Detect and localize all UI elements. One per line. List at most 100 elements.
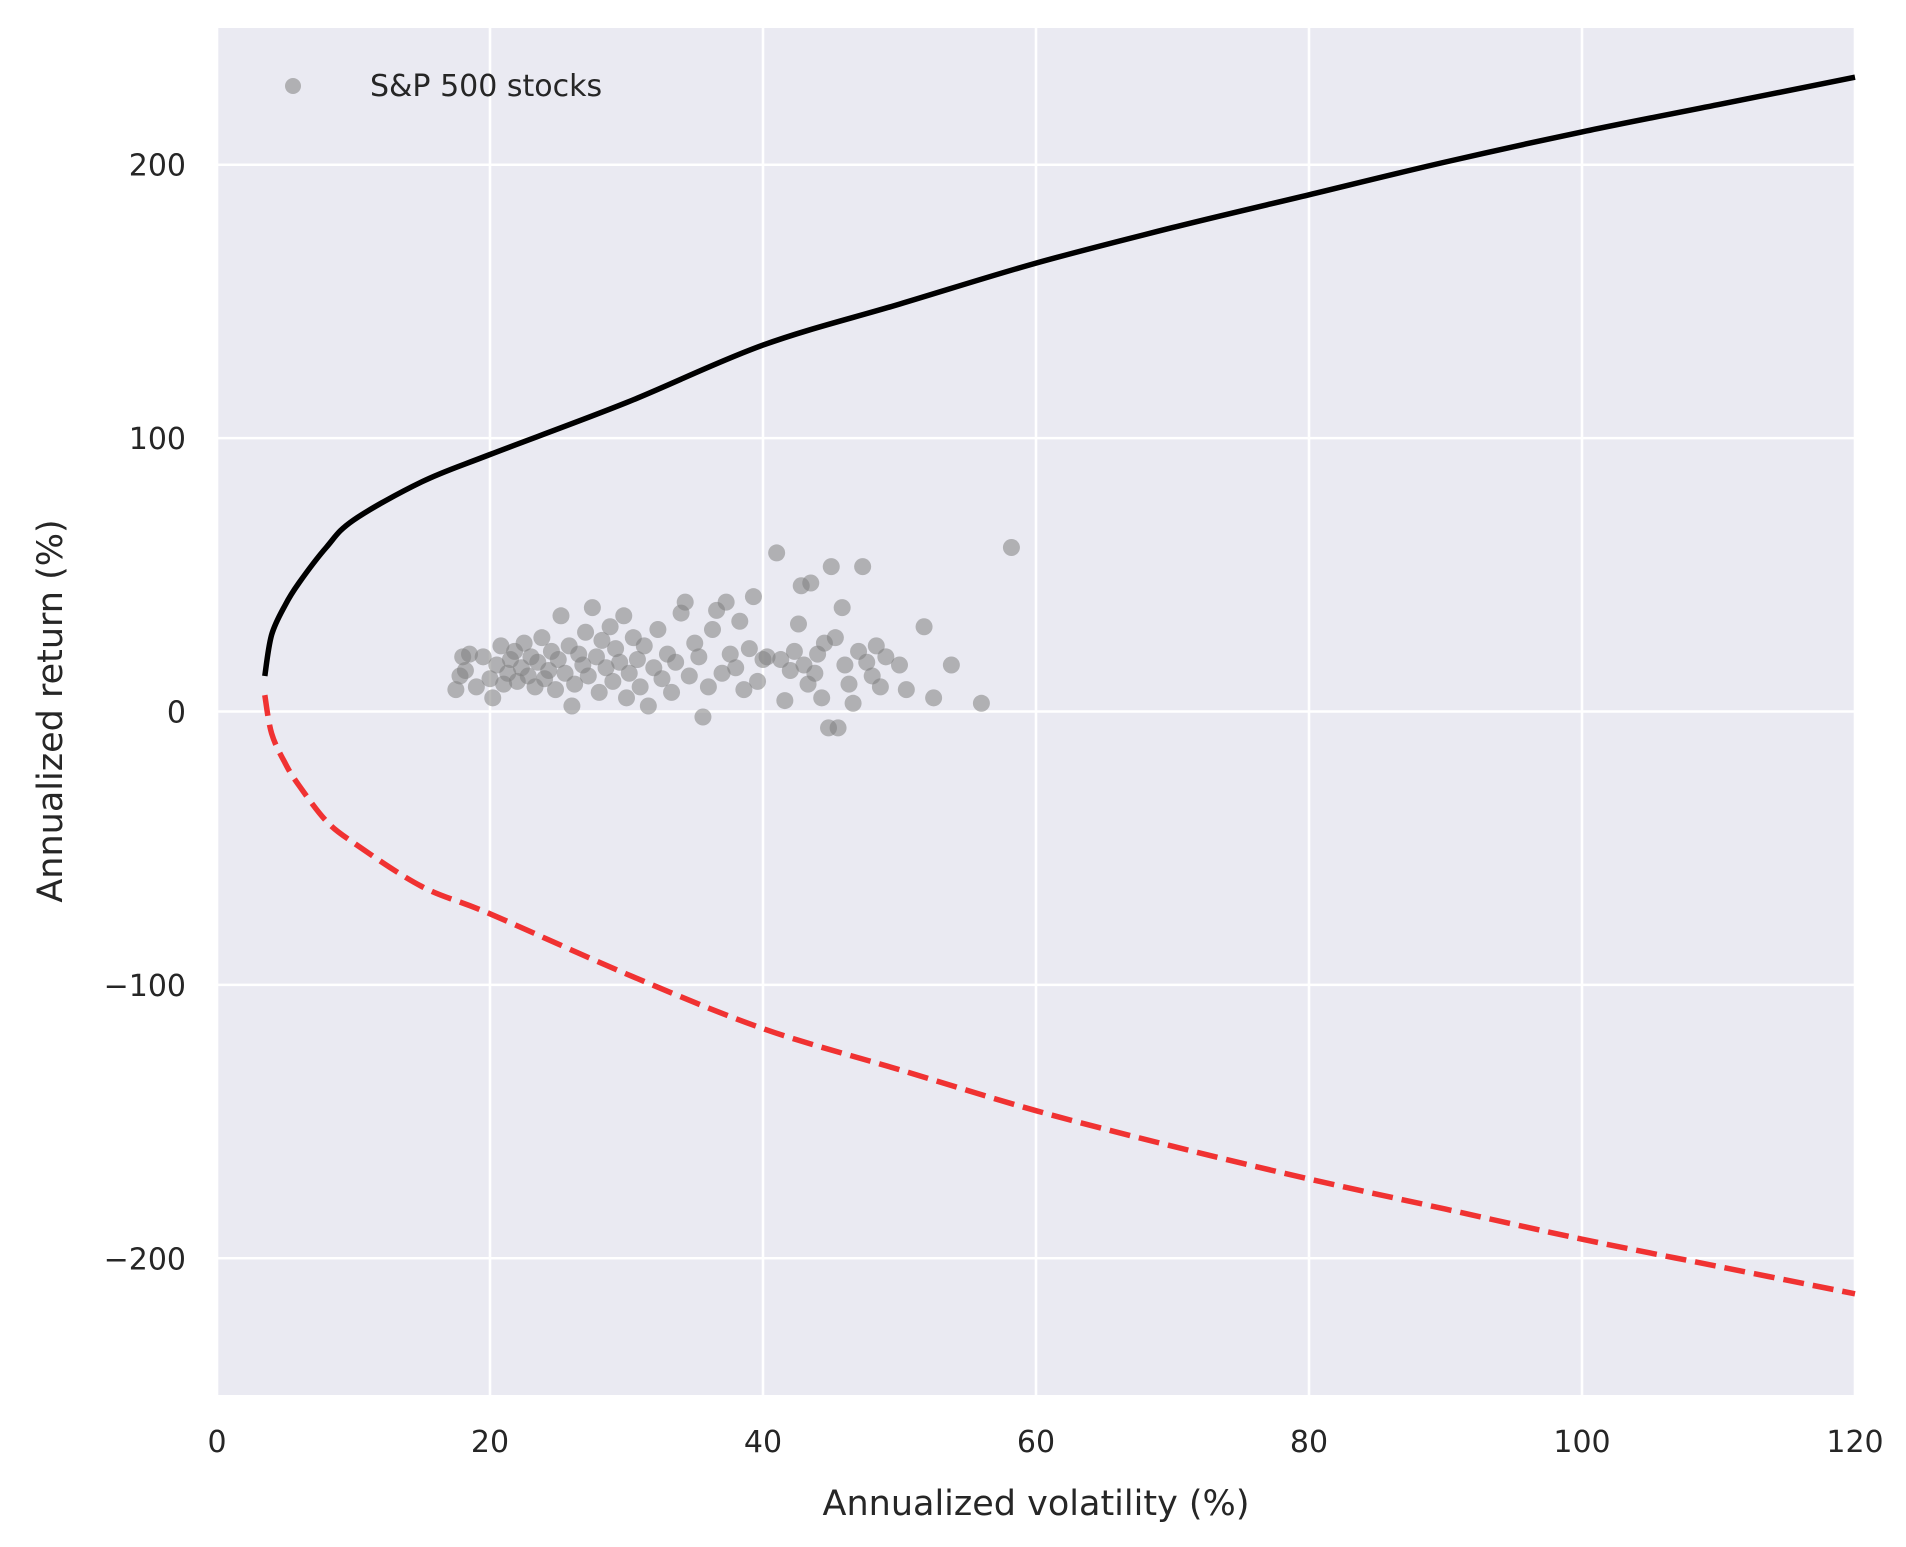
data-point (749, 672, 767, 690)
data-point (713, 664, 731, 682)
x-tick-labels: 0 20 40 60 80 100 120 (207, 1425, 1883, 1460)
data-point (653, 670, 671, 688)
data-point (758, 648, 776, 666)
data-point (858, 653, 876, 671)
frontier-curves (262, 74, 1856, 1297)
data-point (461, 645, 479, 663)
data-point (556, 664, 574, 682)
data-point (456, 661, 474, 679)
data-point (547, 681, 565, 699)
data-point (829, 719, 847, 737)
data-point (813, 689, 831, 707)
data-point (897, 681, 915, 699)
data-point (604, 672, 622, 690)
data-point (744, 588, 762, 606)
data-point (635, 637, 653, 655)
data-point (822, 558, 840, 576)
data-point (563, 697, 581, 715)
x-tick-label: 60 (1017, 1425, 1055, 1460)
data-point (1002, 538, 1020, 556)
data-point (597, 659, 615, 677)
data-point (540, 661, 558, 679)
data-point (785, 642, 803, 660)
x-tick-label: 0 (207, 1425, 226, 1460)
data-point (694, 708, 712, 726)
data-point (703, 620, 721, 638)
data-point (587, 648, 605, 666)
data-point (552, 607, 570, 625)
y-tick-label: 200 (129, 149, 186, 184)
data-point (533, 629, 551, 647)
data-point (844, 694, 862, 712)
data-point (925, 689, 943, 707)
legend-label: S&P 500 stocks (370, 69, 602, 104)
data-point (686, 634, 704, 652)
data-point (972, 694, 990, 712)
data-point (806, 664, 824, 682)
x-tick-label: 80 (1290, 1425, 1328, 1460)
data-point (618, 689, 635, 707)
x-tick-label: 100 (1553, 1425, 1610, 1460)
data-point (649, 620, 667, 638)
data-point (867, 637, 885, 655)
data-point (826, 629, 844, 647)
x-tick-label: 20 (471, 1425, 509, 1460)
data-point (877, 648, 895, 666)
data-point (667, 653, 685, 671)
data-point (631, 678, 649, 696)
legend: S&P 500 stocks (285, 69, 602, 104)
data-point (481, 670, 499, 688)
data-point (727, 659, 745, 677)
data-point (492, 637, 510, 655)
data-point (721, 645, 739, 663)
data-point (871, 678, 889, 696)
data-point (583, 599, 601, 617)
data-point (833, 599, 851, 617)
legend-marker (285, 78, 301, 94)
data-point (590, 683, 608, 701)
data-point (467, 678, 485, 696)
data-point (731, 612, 749, 630)
data-point (854, 558, 872, 576)
data-point (802, 574, 820, 592)
grid (215, 28, 1857, 1395)
y-tick-label: −100 (104, 969, 186, 1004)
data-point (611, 653, 629, 671)
data-point (484, 689, 502, 707)
data-point (789, 615, 807, 633)
y-tick-labels: −200 −100 0 100 200 (104, 149, 186, 1278)
data-point (620, 664, 638, 682)
scatter-points (447, 538, 1020, 737)
data-point (772, 651, 790, 669)
data-point (549, 651, 567, 669)
data-point (663, 683, 681, 701)
data-point (680, 667, 698, 685)
data-point (676, 593, 694, 611)
data-point (628, 651, 646, 669)
x-tick-label: 120 (1826, 1425, 1883, 1460)
data-point (768, 544, 786, 562)
data-point (699, 678, 717, 696)
data-point (717, 593, 735, 611)
data-point (566, 675, 584, 693)
data-point (840, 675, 858, 693)
y-axis-label: Annualized return (%) (31, 519, 71, 902)
data-point (474, 648, 492, 666)
data-point (740, 640, 758, 658)
data-point (447, 681, 465, 699)
data-point (607, 640, 625, 658)
data-point (836, 656, 854, 674)
data-point (593, 631, 611, 649)
data-point (515, 634, 533, 652)
x-tick-label: 40 (744, 1425, 782, 1460)
data-point (577, 623, 595, 641)
data-point (781, 661, 799, 679)
data-point (601, 618, 619, 636)
frontier-upper-line (262, 74, 1856, 677)
data-point (942, 656, 960, 674)
y-tick-label: 100 (129, 422, 186, 457)
data-point (891, 656, 908, 674)
data-point (639, 697, 657, 715)
data-point (915, 618, 933, 636)
data-point (579, 667, 597, 685)
